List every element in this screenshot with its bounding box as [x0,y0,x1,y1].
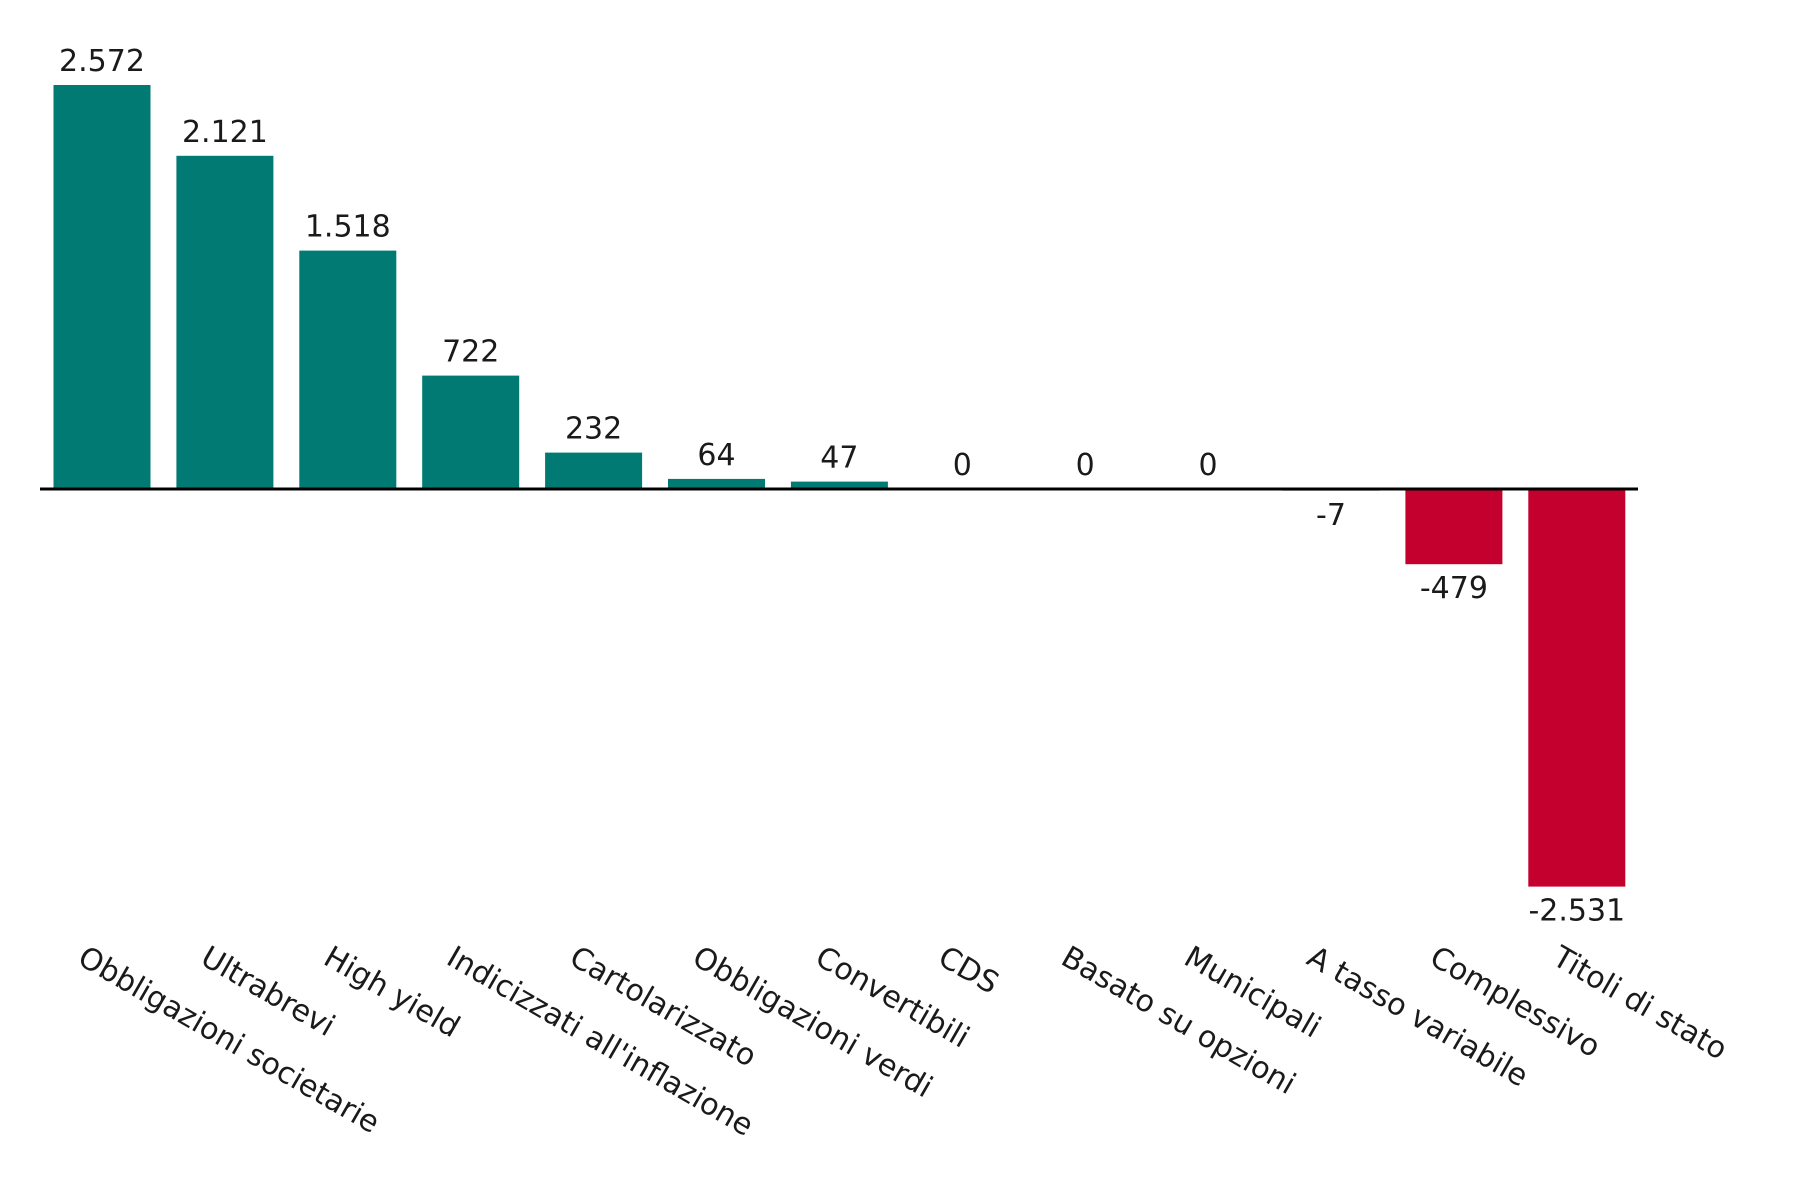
value-label-1: 2.121 [182,115,268,150]
value-label-5: 64 [697,438,735,473]
value-label-4: 232 [565,412,622,447]
bar-6 [790,481,888,489]
value-label-2: 1.518 [305,210,391,245]
category-label-8: Basato su opzioni [1055,940,1301,1102]
bar-12 [1528,489,1626,887]
value-label-11: -479 [1420,571,1488,606]
bar-1 [176,155,274,490]
bar-0 [53,85,151,489]
bar-5 [668,478,765,489]
bars-group [53,85,1626,887]
value-label-12: -2.531 [1528,894,1625,929]
value-label-9: 0 [1199,448,1218,483]
bar-4 [545,452,643,489]
category-label-10: A tasso variabile [1301,940,1534,1095]
value-label-6: 47 [820,441,858,476]
value-label-8: 0 [1076,448,1095,483]
value-label-7: 0 [953,448,972,483]
bar-11 [1405,489,1503,565]
value-label-10: -7 [1316,498,1346,533]
bar-3 [422,375,520,489]
value-labels-group: 2.572 2.121 1.518 722 232 64 47 0 0 0 -7 -479 -2.531 [59,44,1625,929]
category-label-7: CDS [932,940,1004,1002]
bar-2 [299,250,397,489]
value-label-0: 2.572 [59,44,145,79]
category-label-2: High yield [318,940,466,1046]
value-label-3: 722 [442,335,499,370]
